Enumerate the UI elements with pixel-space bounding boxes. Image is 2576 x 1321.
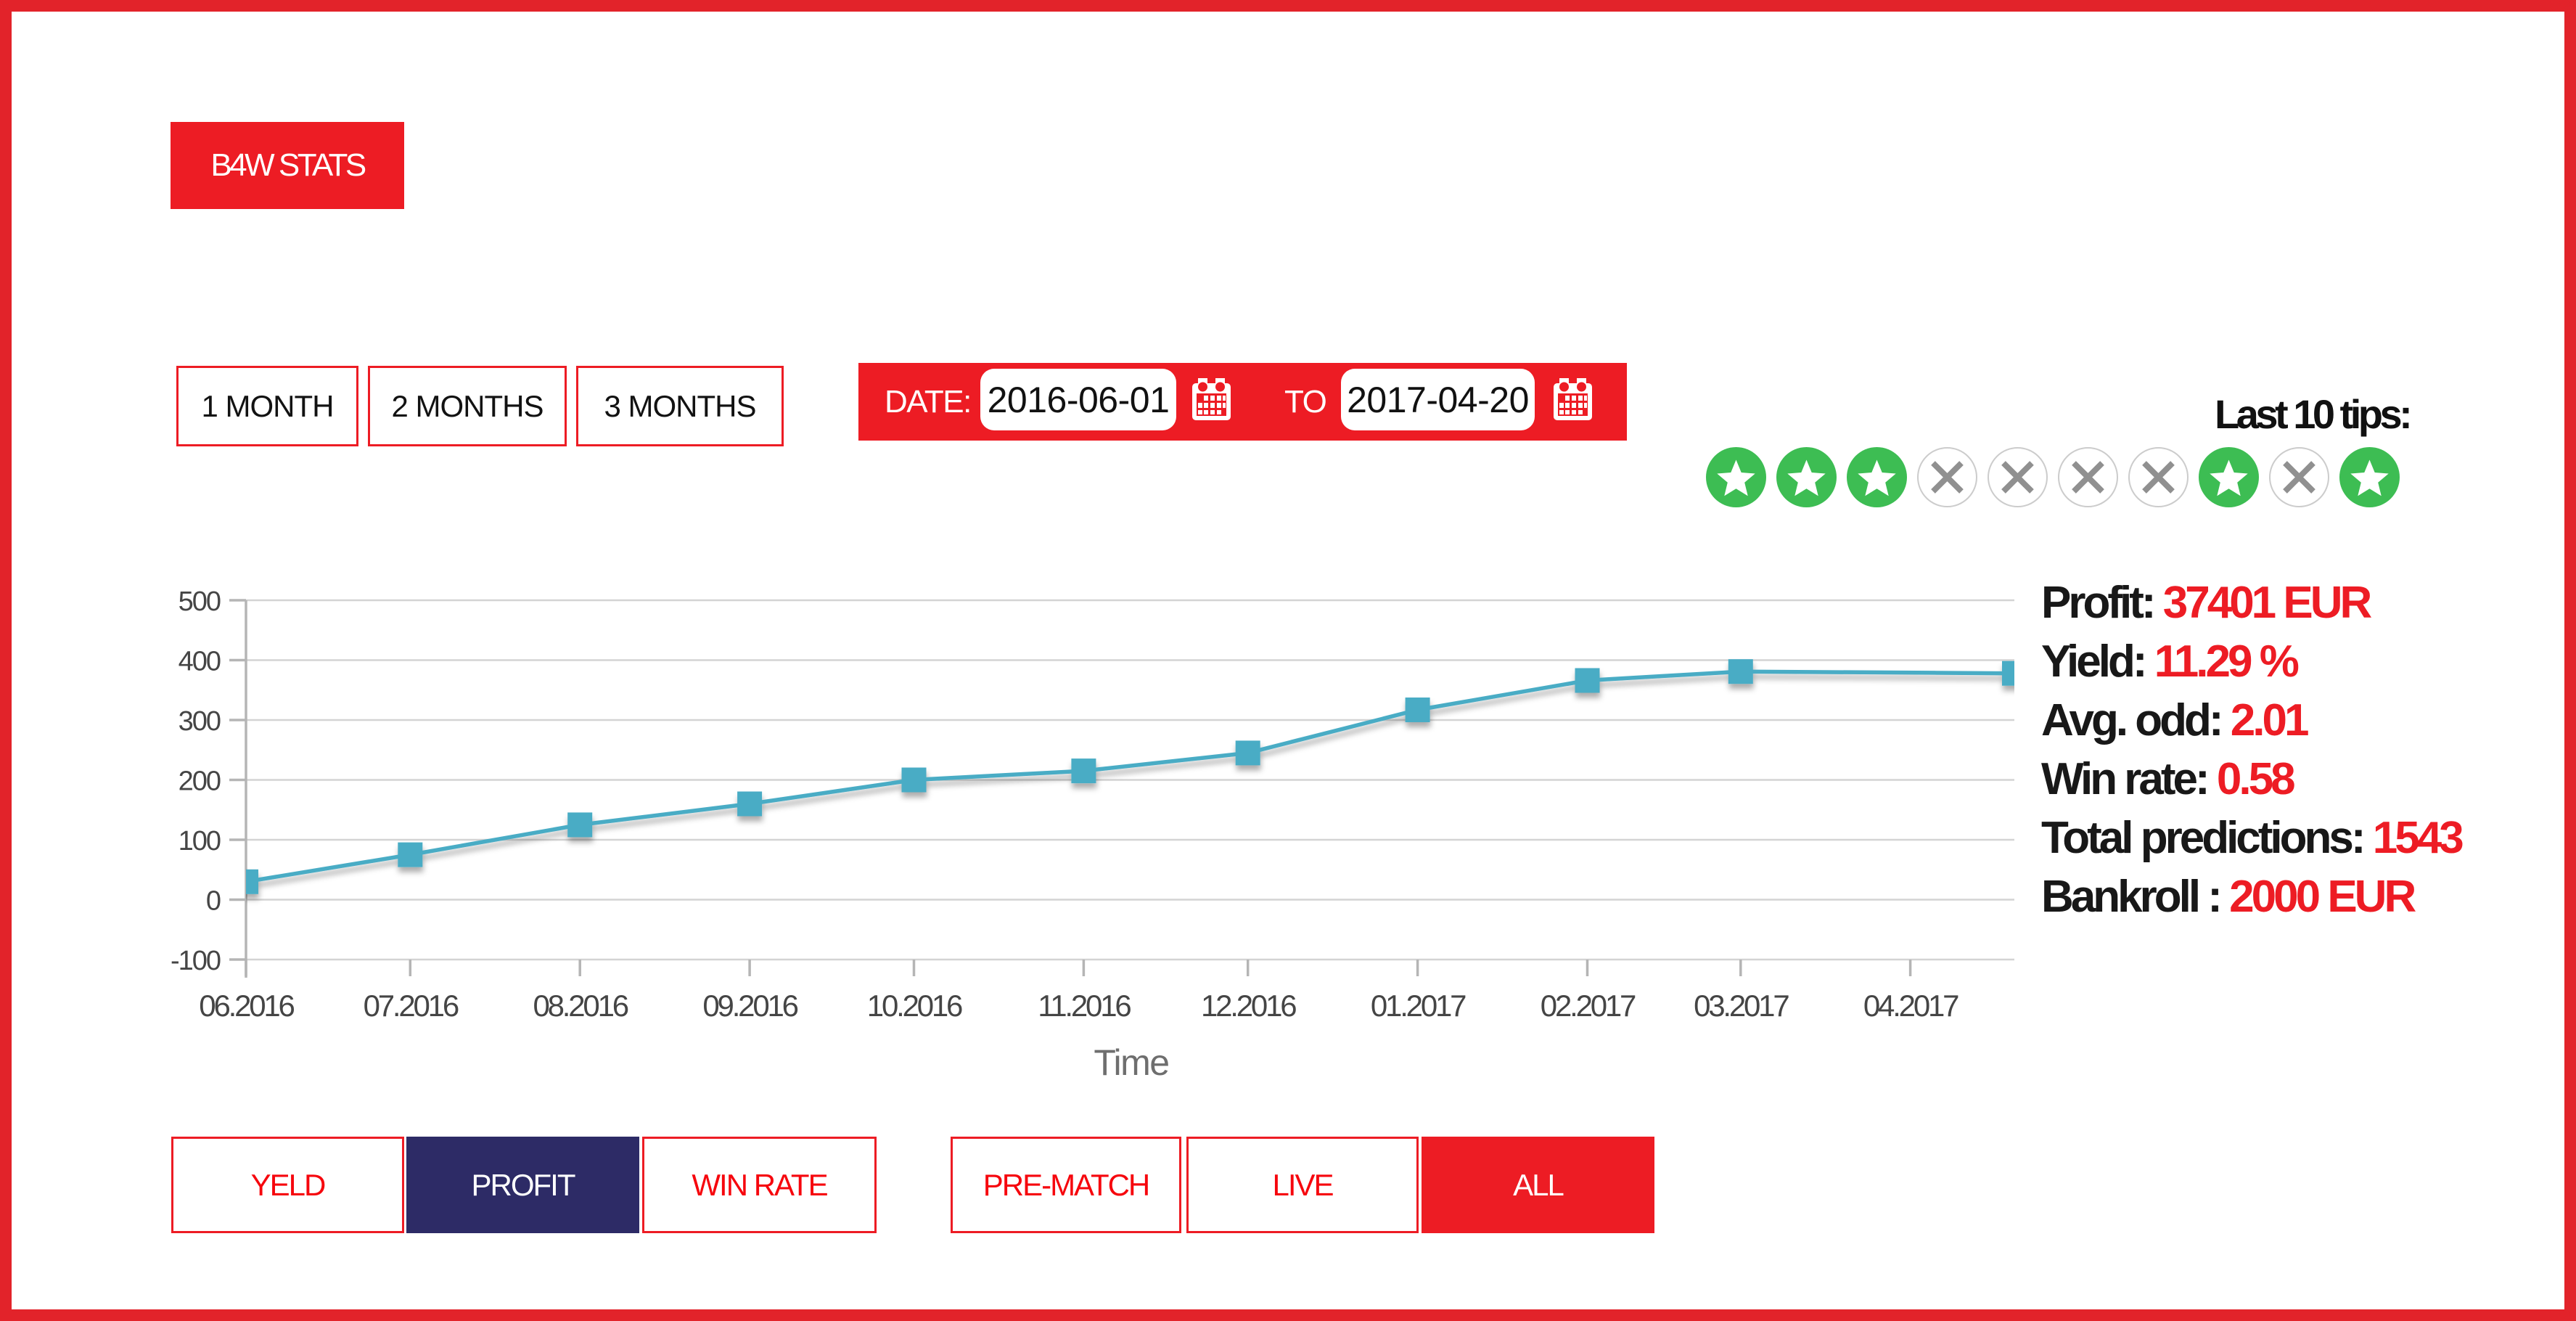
svg-text:300: 300 xyxy=(179,706,221,737)
svg-text:04.2017: 04.2017 xyxy=(1863,989,1958,1023)
svg-text:03.2017: 03.2017 xyxy=(1694,989,1789,1023)
svg-text:07.2016: 07.2016 xyxy=(364,989,459,1023)
svg-text:200: 200 xyxy=(179,766,221,796)
svg-text:11.2016: 11.2016 xyxy=(1038,989,1131,1023)
svg-text:500: 500 xyxy=(179,586,221,617)
svg-text:0: 0 xyxy=(206,886,221,916)
svg-text:100: 100 xyxy=(179,826,221,856)
svg-text:12.2016: 12.2016 xyxy=(1201,989,1296,1023)
svg-text:06.2016: 06.2016 xyxy=(199,989,294,1023)
svg-text:10.2016: 10.2016 xyxy=(867,989,962,1023)
svg-text:08.2016: 08.2016 xyxy=(533,989,628,1023)
svg-text:400: 400 xyxy=(179,646,221,676)
svg-text:02.2017: 02.2017 xyxy=(1541,989,1636,1023)
svg-text:01.2017: 01.2017 xyxy=(1371,989,1466,1023)
svg-text:Time: Time xyxy=(1094,1042,1168,1083)
svg-text:09.2016: 09.2016 xyxy=(702,989,797,1023)
svg-text:-100: -100 xyxy=(171,946,221,976)
